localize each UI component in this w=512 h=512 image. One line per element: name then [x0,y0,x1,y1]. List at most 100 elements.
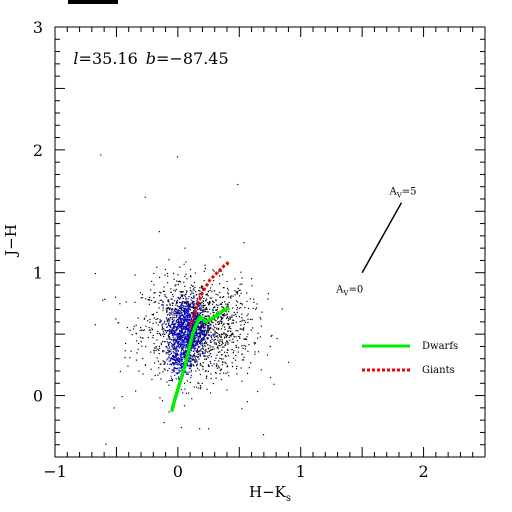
scatter-point [177,305,179,308]
scatter-point [214,338,216,341]
scatter-point [179,325,181,327]
scatter-point [212,321,214,324]
scatter-point [196,386,198,388]
scatter-point [188,312,190,315]
scatter-point [202,311,204,313]
scatter-point [193,336,196,338]
scatter-point [199,307,201,309]
scatter-point [226,335,228,338]
scatter-point [178,344,180,346]
scatter-point [181,348,183,350]
scatter-point [223,346,225,348]
scatter-point [178,325,180,327]
scatter-point [181,295,183,298]
scatter-point [205,300,207,302]
scatter-point [241,345,243,347]
scatter-point [281,308,283,310]
scatter-point [189,323,191,325]
scatter-point [188,305,190,307]
scatter-point [223,372,225,374]
scatter-point [180,291,182,294]
scatter-point [197,327,199,329]
scatter-point [220,358,222,360]
scatter-point [202,345,204,347]
scatter-point [142,373,144,375]
scatter-point [237,347,240,349]
scatter-point [180,318,182,321]
scatter-point [165,332,167,334]
scatter-point [223,337,226,339]
scatter-point [188,358,191,360]
scatter-point [148,329,150,331]
scatter-point [186,330,188,332]
scatter-point [202,324,204,326]
scatter-point [179,307,182,309]
scatter-point [219,339,221,341]
scatter-point [182,305,184,307]
scatter-point [190,362,192,365]
scatter-point [199,346,201,348]
scatter-point [181,348,184,350]
scatter-point [129,329,131,331]
scatter-point [221,318,223,320]
scatter-point [166,347,168,349]
scatter-point [189,308,191,310]
scatter-point [219,291,221,294]
scatter-point [186,332,189,334]
scatter-point [198,326,201,328]
scatter-point [170,332,172,334]
scatter-point [164,341,166,343]
scatter-point [140,329,143,331]
scatter-point [187,328,189,330]
scatter-point [186,373,188,375]
scatter-point [197,340,199,343]
scatter-point [126,326,128,329]
scatter-point [195,340,197,342]
scatter-point [239,320,241,323]
scatter-point [209,289,211,291]
scatter-point [224,333,226,335]
scatter-point [228,318,230,320]
scatter-point [220,378,222,381]
scatter-point [176,354,178,356]
scatter-point [202,351,204,353]
scatter-point [232,295,234,297]
scatter-point [182,340,184,342]
scatter-point [189,304,191,306]
scatter-point [235,336,237,338]
scatter-point [222,307,225,309]
scatter-point [184,340,186,343]
scatter-point [167,358,169,360]
scatter-point [180,301,182,304]
scatter-point [235,321,237,323]
scatter-point [172,358,174,361]
scatter-point [163,286,165,288]
scatter-point [184,337,186,339]
scatter-point [183,281,185,283]
av5-label-sub: V [396,192,403,200]
scatter-point [173,352,175,354]
scatter-point [217,346,219,348]
scatter-point [186,304,188,306]
scatter-point [182,302,184,305]
scatter-point [178,333,180,335]
scatter-point [254,342,257,344]
scatter-point [215,335,217,337]
scatter-point [195,344,197,346]
scatter-point [187,310,189,312]
scatter-point [176,308,178,311]
scatter-point [197,341,199,343]
scatter-point [228,323,230,325]
scatter-point [174,309,176,311]
scatter-point [240,367,242,369]
scatter-point [176,336,178,338]
scatter-point [177,311,179,313]
scatter-point [158,332,160,335]
scatter-point [139,336,142,338]
scatter-point [157,330,159,333]
scatter-point [94,272,96,275]
scatter-point [221,333,224,335]
scatter-point [189,381,192,384]
scatter-point [217,311,219,313]
scatter-point [211,290,213,292]
